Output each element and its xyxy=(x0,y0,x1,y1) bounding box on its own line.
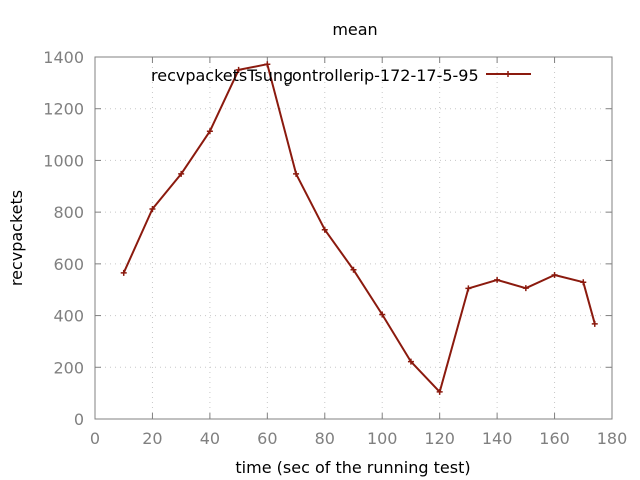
legend-label-subscript: c xyxy=(284,76,290,89)
y-tick-label: 0 xyxy=(74,410,84,429)
series-layer xyxy=(120,61,598,395)
legend: recvpacketsTsung c ontrollerip-172-17-5-… xyxy=(151,66,531,89)
data-point-marker xyxy=(494,276,501,283)
x-tick-label: 160 xyxy=(539,429,570,448)
legend-label-main: recvpacketsTsung xyxy=(151,66,293,85)
data-point-marker xyxy=(206,128,213,135)
data-point-marker xyxy=(551,271,558,278)
x-tick-label: 60 xyxy=(257,429,277,448)
legend-label-tail: ontrollerip-172-17-5-95 xyxy=(292,66,479,85)
data-point-marker xyxy=(235,66,242,73)
plot-frame xyxy=(94,56,613,420)
data-point-marker xyxy=(407,358,414,365)
series-line xyxy=(122,63,596,393)
y-tick-label: 1400 xyxy=(43,48,84,67)
data-point-marker xyxy=(120,269,127,276)
legend-marker xyxy=(505,71,511,77)
grid-lines xyxy=(94,56,613,420)
data-point-marker xyxy=(522,285,529,292)
x-tick-label: 180 xyxy=(597,429,628,448)
x-tick-label: 120 xyxy=(424,429,455,448)
axis-ticks: 0 20 40 60 80 100 120 140 160 180 0 200 400 600 800 100… xyxy=(43,48,627,448)
x-tick-label: 40 xyxy=(200,429,220,448)
data-point-marker xyxy=(149,206,156,213)
data-point-marker xyxy=(178,170,185,177)
y-tick-label: 600 xyxy=(53,255,84,274)
x-tick-label: 80 xyxy=(315,429,335,448)
y-axis-label: recvpackets xyxy=(7,190,26,286)
y-tick-label: 400 xyxy=(53,307,84,326)
x-tick-label: 140 xyxy=(482,429,513,448)
x-tick-label: 20 xyxy=(142,429,162,448)
data-point-marker xyxy=(321,226,328,233)
data-point-marker xyxy=(436,388,443,395)
data-point-marker xyxy=(465,285,472,292)
data-point-marker xyxy=(580,279,587,286)
chart-title: mean xyxy=(332,20,377,39)
data-point-marker xyxy=(379,311,386,318)
y-tick-label: 200 xyxy=(53,358,84,377)
x-axis-label: time (sec of the running test) xyxy=(235,458,470,477)
data-point-marker xyxy=(293,170,300,177)
x-tick-label: 100 xyxy=(367,429,398,448)
data-point-marker xyxy=(350,266,357,273)
x-tick-label: 0 xyxy=(90,429,100,448)
y-tick-label: 1000 xyxy=(43,151,84,170)
data-point-marker xyxy=(264,61,271,68)
y-tick-label: 800 xyxy=(53,203,84,222)
data-point-marker xyxy=(591,320,598,327)
y-tick-label: 1200 xyxy=(43,100,84,119)
